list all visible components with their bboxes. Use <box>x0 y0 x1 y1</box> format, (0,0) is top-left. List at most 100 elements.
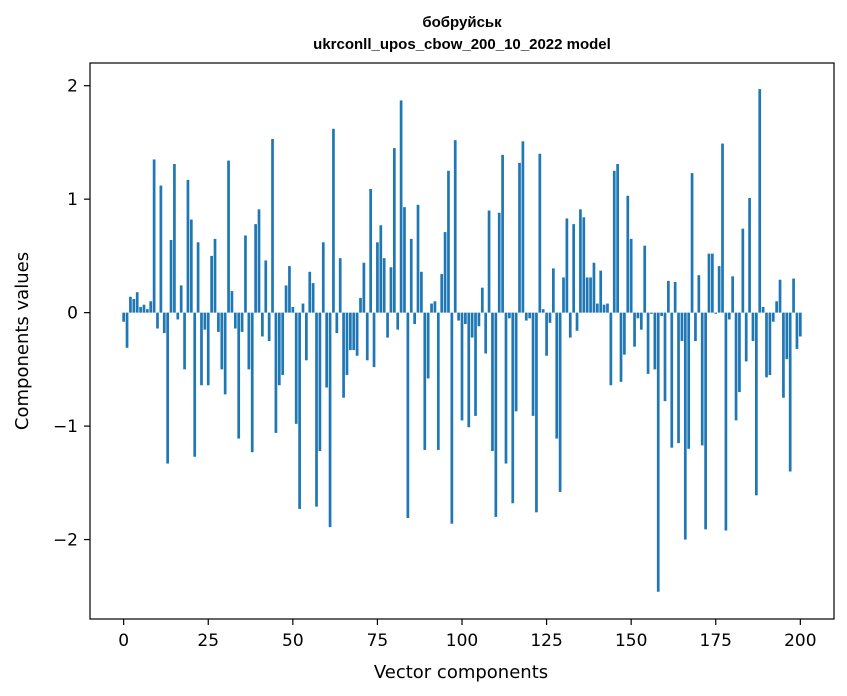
y-tick-label: 0 <box>67 304 78 324</box>
bar <box>122 312 126 322</box>
x-tick-label: 100 <box>446 631 478 651</box>
bar <box>409 238 413 313</box>
bar <box>206 312 210 386</box>
bar <box>612 170 616 313</box>
bar <box>683 312 687 540</box>
bar <box>785 312 789 360</box>
bar <box>321 242 325 313</box>
bar <box>227 160 230 313</box>
bar <box>518 162 521 313</box>
bar <box>477 312 481 327</box>
bar <box>491 312 494 452</box>
bar <box>727 312 731 320</box>
bar <box>700 312 704 446</box>
bar <box>189 219 193 313</box>
bar <box>281 312 285 376</box>
bar <box>159 185 163 313</box>
bar <box>792 278 795 313</box>
y-tick-label: −2 <box>53 531 78 551</box>
bar <box>318 312 322 452</box>
bar <box>338 258 342 313</box>
bar <box>430 303 433 313</box>
bar <box>416 204 420 313</box>
bar <box>704 312 707 530</box>
bar <box>301 303 305 313</box>
bar <box>707 253 711 313</box>
bar <box>125 312 129 348</box>
bar <box>173 163 176 313</box>
bar <box>521 141 525 313</box>
bar <box>741 228 745 313</box>
bar <box>524 312 528 321</box>
bar <box>552 268 555 313</box>
bar <box>142 304 146 313</box>
bar <box>392 148 396 313</box>
bar <box>765 312 768 378</box>
bar <box>291 306 295 313</box>
bar <box>420 271 423 313</box>
bar <box>680 312 684 341</box>
bar <box>332 128 335 313</box>
bar <box>406 312 410 519</box>
bar <box>771 312 775 322</box>
bar <box>548 312 552 323</box>
bar <box>244 235 247 313</box>
bar <box>633 312 636 347</box>
bar <box>711 253 714 313</box>
bar <box>305 312 308 361</box>
bar <box>399 100 403 313</box>
bar <box>623 312 626 355</box>
x-tick-label: 200 <box>784 631 816 651</box>
bar <box>778 279 782 313</box>
y-axis-ticks: −2 −1 0 1 2 <box>53 77 90 551</box>
bar <box>639 312 643 330</box>
bar <box>599 270 603 313</box>
bar <box>656 312 660 592</box>
bar <box>423 312 427 450</box>
bar <box>717 266 721 313</box>
bar <box>288 266 291 313</box>
chart-title: бобруйськ <box>422 14 502 31</box>
bar <box>538 153 542 313</box>
bar <box>443 232 447 313</box>
bar <box>342 312 345 398</box>
bar <box>311 283 315 313</box>
x-tick-label: 75 <box>367 631 389 651</box>
bar <box>497 212 501 313</box>
bar <box>365 312 369 361</box>
bar <box>379 225 383 313</box>
bar <box>636 312 640 319</box>
bar <box>619 312 623 382</box>
bar <box>274 312 278 433</box>
bar <box>426 312 430 379</box>
bar <box>758 89 762 313</box>
bar <box>325 312 329 388</box>
bar <box>721 143 724 313</box>
bar <box>487 210 491 313</box>
y-tick-label: 1 <box>67 190 78 210</box>
bar <box>690 173 694 313</box>
bar <box>237 312 241 439</box>
bar <box>386 312 389 338</box>
bar <box>440 274 444 313</box>
bar <box>457 312 460 321</box>
bar <box>230 291 234 313</box>
bar <box>751 312 755 341</box>
bar <box>782 312 785 398</box>
bar <box>508 312 511 319</box>
bar <box>382 258 386 313</box>
bar <box>687 312 691 449</box>
bar <box>788 312 792 472</box>
bar <box>602 304 606 313</box>
bar <box>369 188 373 313</box>
bar <box>494 312 498 517</box>
bar <box>396 312 400 330</box>
bar <box>585 277 589 313</box>
bar <box>169 240 173 313</box>
y-tick-label: 2 <box>67 77 78 97</box>
bar <box>572 224 576 313</box>
y-axis-label: Components values <box>12 252 33 430</box>
bar <box>176 312 180 320</box>
bar <box>162 312 166 334</box>
